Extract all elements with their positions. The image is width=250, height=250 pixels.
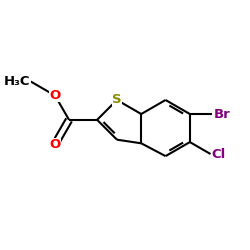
Text: H₃C: H₃C bbox=[4, 75, 31, 88]
Text: O: O bbox=[50, 138, 61, 151]
Text: Br: Br bbox=[214, 108, 230, 120]
Text: S: S bbox=[112, 94, 122, 106]
Text: O: O bbox=[50, 89, 61, 102]
Text: Cl: Cl bbox=[212, 148, 226, 160]
